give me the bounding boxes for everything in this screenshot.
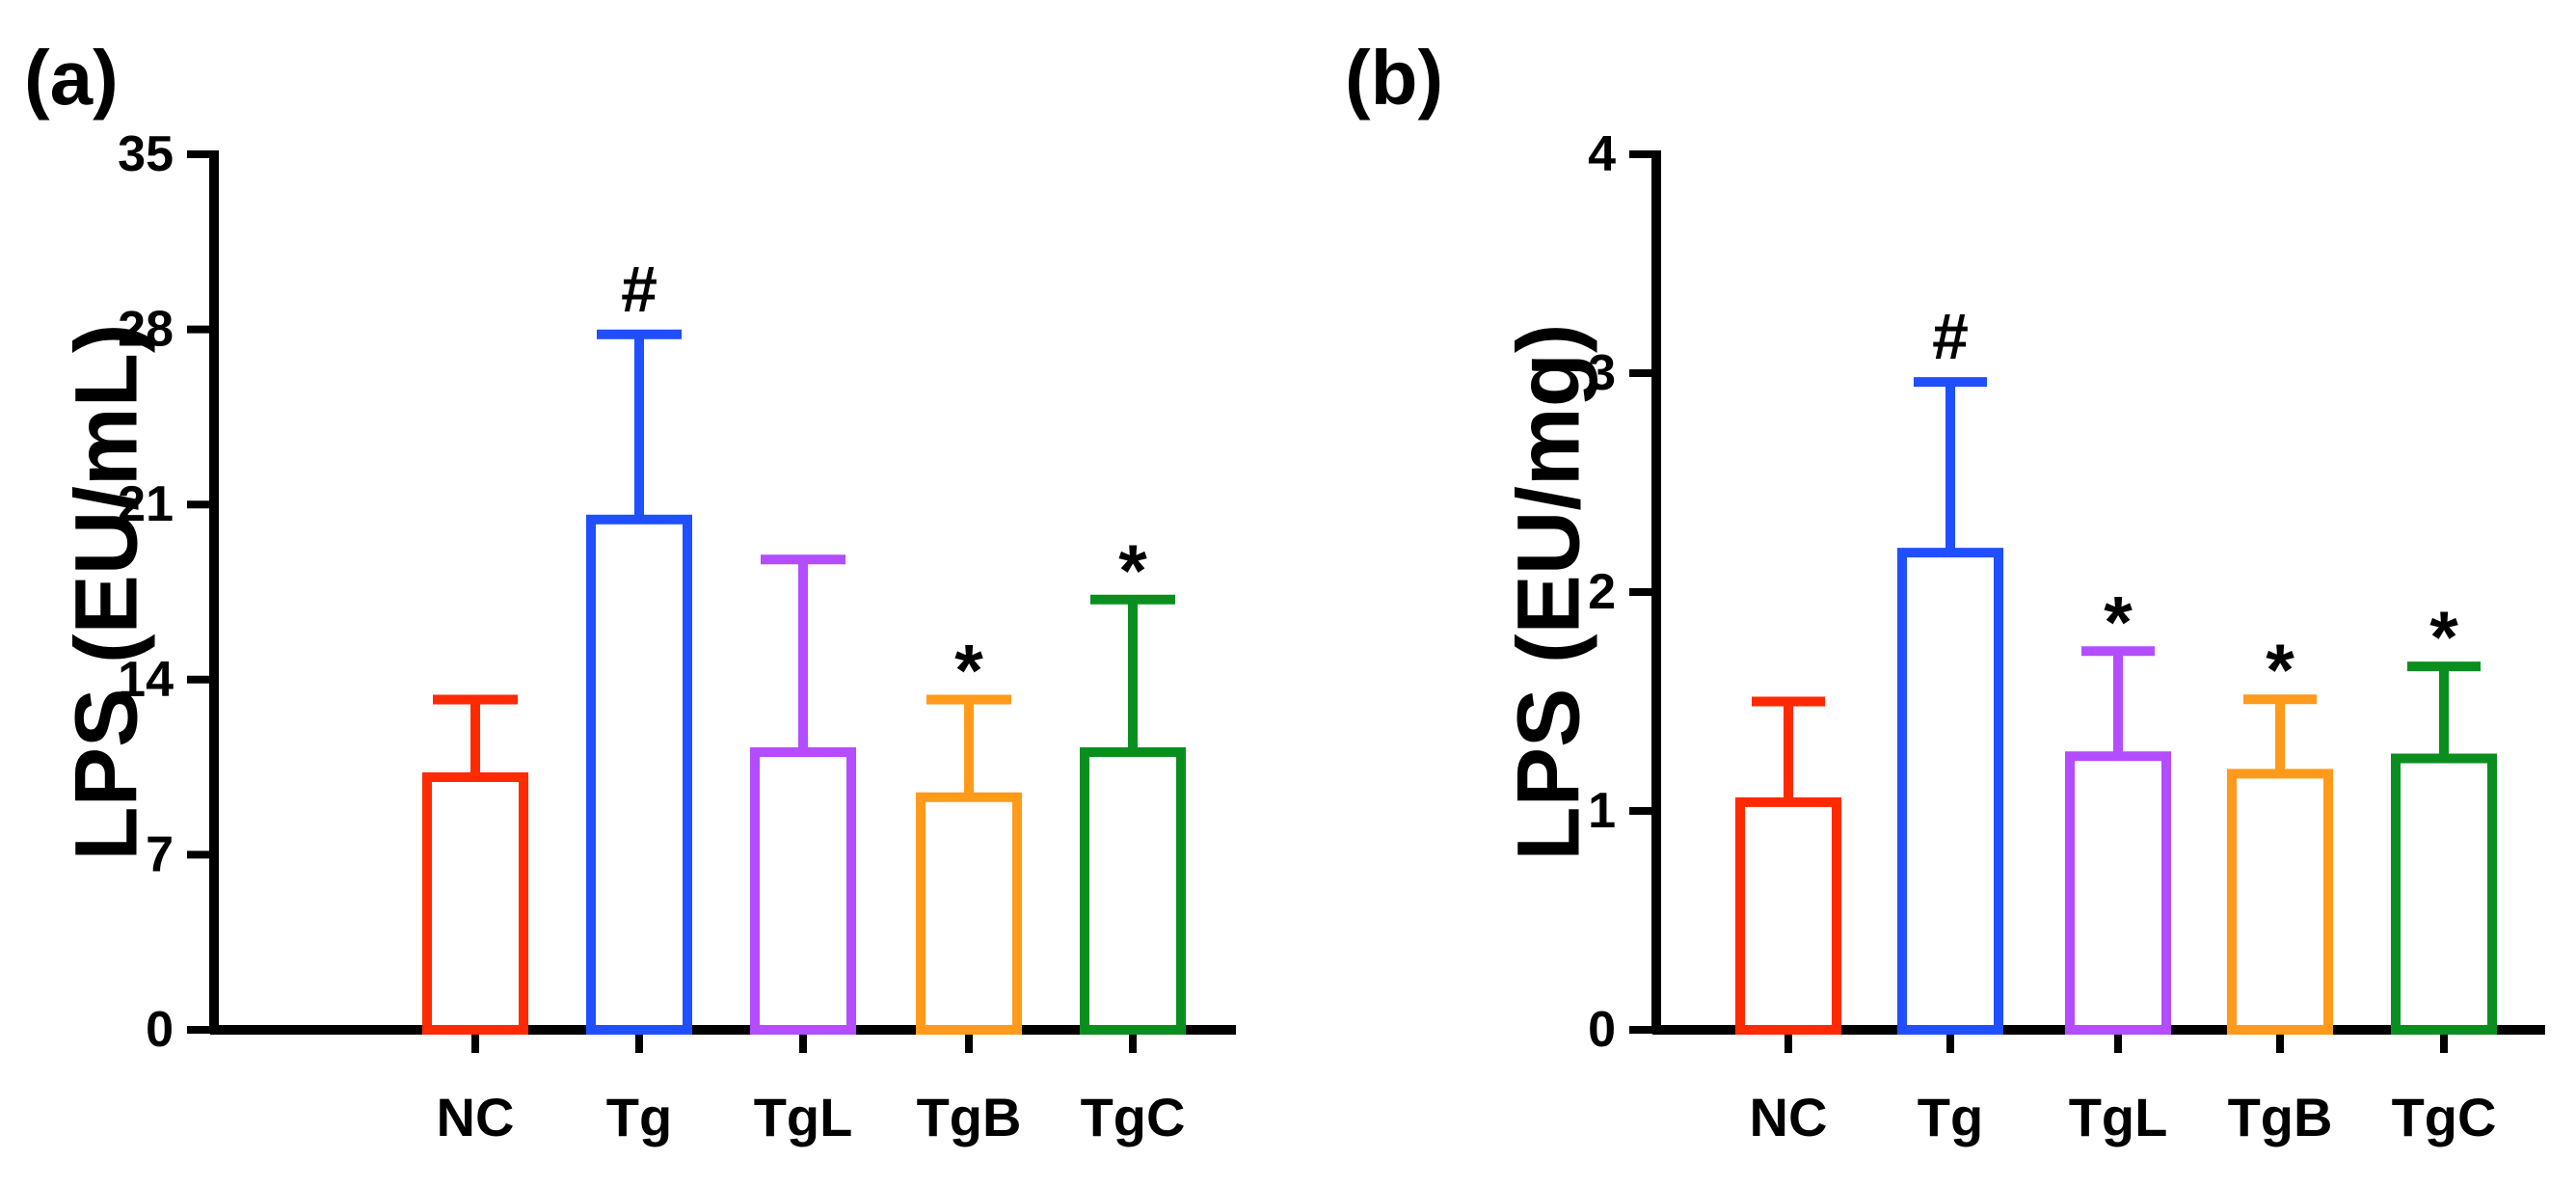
significance-marker: * (2104, 581, 2133, 663)
significance-marker: # (621, 253, 657, 326)
x-tick-label: TgB (2228, 1087, 2333, 1147)
y-axis-label: LPS (EU/mg) (1499, 323, 1597, 860)
panel-label: (a) (24, 35, 119, 121)
significance-marker: * (954, 631, 983, 713)
bar-tgc (2391, 753, 2497, 1036)
y-tick-label: 0 (146, 1002, 174, 1058)
y-tick-label: 28 (118, 302, 174, 358)
x-tick-label: TgC (2392, 1087, 2497, 1147)
significance-marker: * (2266, 630, 2294, 712)
y-axis-label: LPS (EU/mL) (57, 323, 155, 860)
bar-tgc (1080, 747, 1186, 1036)
bar-tgb (916, 792, 1022, 1036)
x-tick-label: NC (1750, 1087, 1828, 1147)
y-tick-label: 4 (1588, 126, 1616, 182)
x-tick-label: TgC (1081, 1087, 1186, 1147)
x-tick-label: Tg (1918, 1087, 1983, 1147)
y-tick-label: 21 (118, 476, 174, 532)
panel-label: (b) (1345, 35, 1443, 121)
bar-tgl (750, 747, 856, 1036)
y-tick-label: 7 (146, 826, 174, 882)
x-tick-label: TgB (917, 1087, 1022, 1147)
bar-tgb (2227, 769, 2333, 1035)
significance-marker: # (1932, 300, 1969, 373)
x-tick-label: TgL (2069, 1087, 2168, 1147)
y-tick-label: 3 (1588, 345, 1616, 401)
x-tick-label: Tg (606, 1087, 672, 1147)
x-tick-label: NC (437, 1087, 515, 1147)
y-tick-label: 14 (118, 652, 174, 708)
x-tick-label: TgL (754, 1087, 853, 1147)
y-tick-label: 1 (1588, 783, 1616, 839)
bar-tgl (2065, 751, 2171, 1035)
bar-nc (1735, 796, 1841, 1035)
significance-marker: * (1118, 530, 1147, 612)
bar-nc (422, 771, 528, 1036)
significance-marker: * (2429, 597, 2458, 679)
bar-tg (1897, 548, 2003, 1035)
chart-panel-b: (b) LPS (EU/mg) 0 1 2 3 4 NC # Tg * TgL * TgB * TgC (1345, 35, 2545, 1147)
y-tick-label: 35 (118, 126, 174, 182)
bar-tg (586, 514, 692, 1035)
y-tick-label: 0 (1588, 1002, 1616, 1058)
chart-panel-a: (a) LPS (EU/mL) 0 7 14 21 28 35 NC # Tg TgL * TgB * TgC (24, 35, 1236, 1147)
y-tick-label: 2 (1588, 564, 1616, 620)
